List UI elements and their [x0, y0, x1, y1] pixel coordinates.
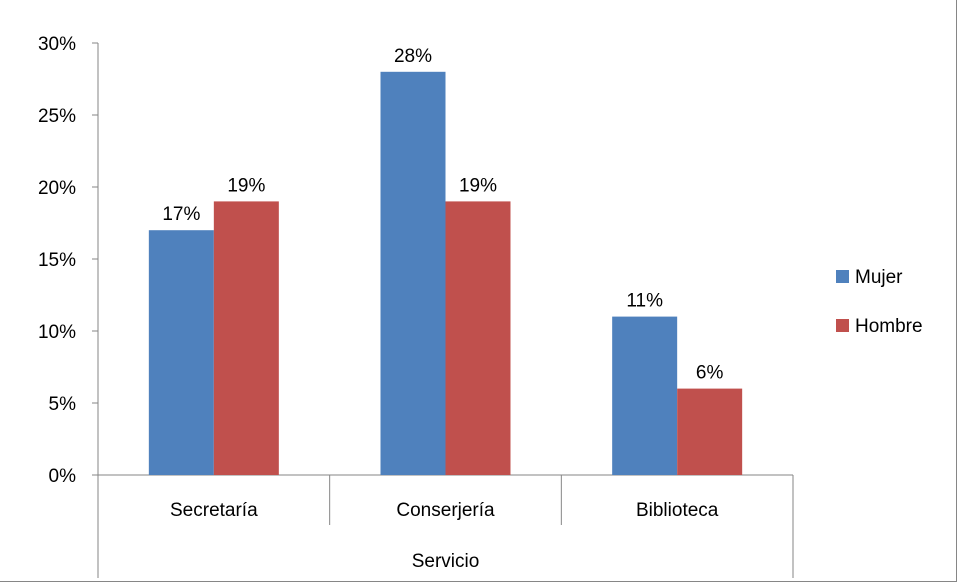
data-label: 17%: [162, 204, 200, 225]
bar[interactable]: [612, 316, 678, 475]
x-axis-title: Servicio: [412, 551, 480, 572]
bar[interactable]: [445, 201, 511, 475]
x-tick-label: Biblioteca: [636, 500, 719, 521]
y-tick-label: 20%: [38, 178, 76, 199]
y-tick-label: 5%: [49, 394, 77, 415]
axes: 0% 5% 10% 15% 20% 25% 30% Secretaría Conserjería…: [38, 34, 794, 578]
data-label: 19%: [227, 175, 265, 196]
legend-label: Hombre: [855, 316, 923, 337]
data-labels: 17% 19% 28% 19% 11% 6%: [162, 46, 723, 384]
legend: Mujer Hombre: [836, 267, 923, 337]
data-label: 19%: [459, 175, 497, 196]
bar[interactable]: [213, 201, 279, 475]
y-tick-label: 15%: [38, 250, 76, 271]
bars: [148, 71, 743, 476]
legend-swatch: [836, 270, 849, 283]
bar[interactable]: [380, 71, 446, 476]
y-tick-label: 10%: [38, 322, 76, 343]
x-tick-label: Conserjería: [396, 500, 495, 521]
data-label: 6%: [696, 363, 724, 384]
data-label: 11%: [626, 291, 663, 312]
bar[interactable]: [677, 388, 743, 475]
data-label: 28%: [394, 46, 432, 67]
y-tick-label: 0%: [49, 466, 77, 487]
legend-swatch: [836, 319, 849, 332]
legend-label: Mujer: [855, 267, 903, 288]
y-tick-label: 25%: [38, 106, 76, 127]
x-tick-label: Secretaría: [170, 500, 258, 521]
y-tick-label: 30%: [38, 34, 76, 55]
bar[interactable]: [148, 230, 214, 475]
